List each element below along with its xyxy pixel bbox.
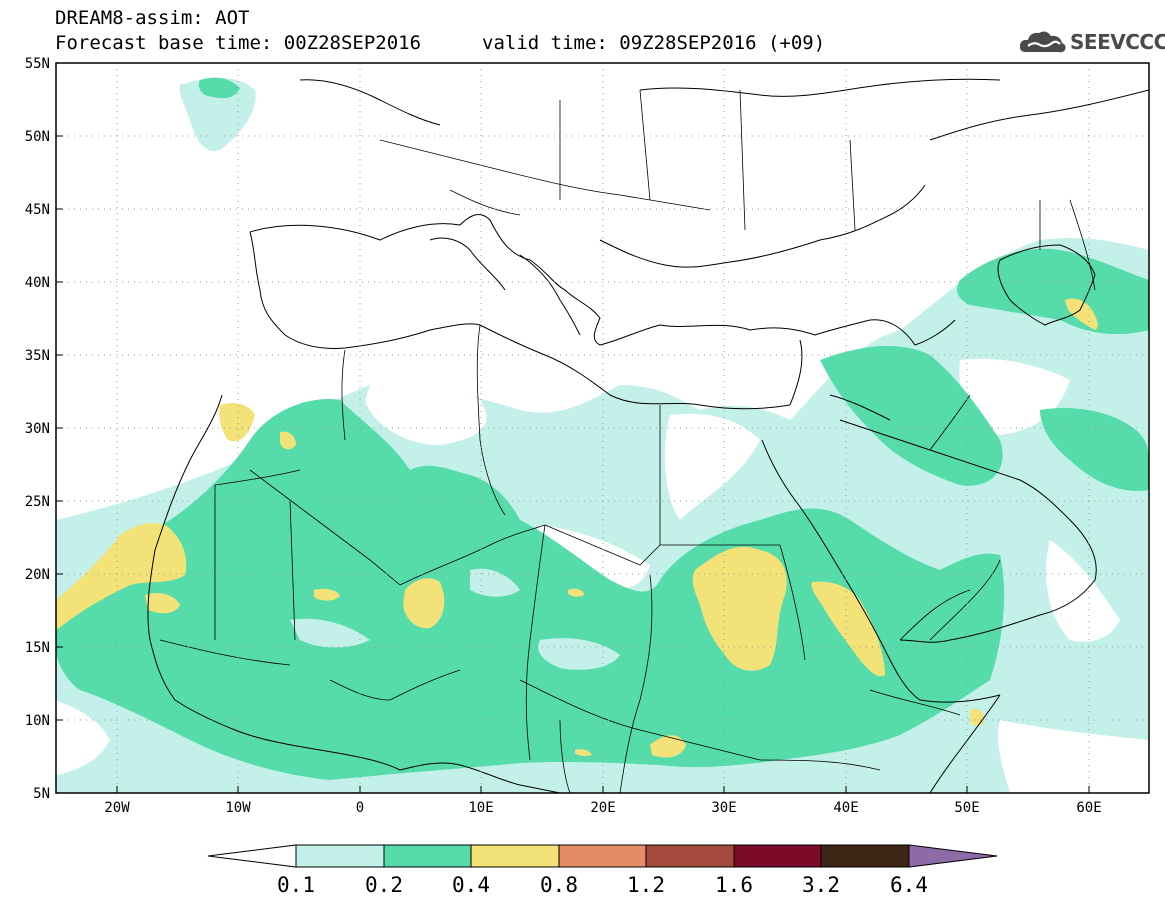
colorbar-label-1-6: 1.6 bbox=[715, 873, 753, 897]
lat-label-25n: 25N bbox=[25, 494, 50, 510]
lat-label-40n: 40N bbox=[25, 275, 50, 291]
colorbar-high-arrow bbox=[908, 844, 998, 868]
latitude-labels: 55N 50N 45N 40N 35N 30N 25N 20N 15N 10N … bbox=[25, 56, 50, 802]
lat-label-45n: 45N bbox=[25, 202, 50, 218]
valid-time: valid time: 09Z28SEP2016 (+09) bbox=[482, 32, 826, 54]
lat-label-5n: 5N bbox=[33, 786, 50, 802]
lat-label-55n: 55N bbox=[25, 56, 50, 72]
lon-label-20w: 20W bbox=[104, 800, 130, 816]
lat-label-15n: 15N bbox=[25, 640, 50, 656]
seevccc-logo: SEEVCCC bbox=[1018, 26, 1165, 56]
colorbar-label-0-2: 0.2 bbox=[365, 873, 403, 897]
colorbar-bin-2 bbox=[383, 844, 472, 868]
colorbar-label-0-1: 0.1 bbox=[277, 873, 315, 897]
aot-shading-0-4 bbox=[56, 298, 1098, 758]
forecast-base-time: Forecast base time: 00Z28SEP2016 bbox=[55, 32, 422, 54]
colorbar-label-1-2: 1.2 bbox=[627, 873, 665, 897]
colorbar-label-0-4: 0.4 bbox=[452, 873, 490, 897]
aot-clear-areas bbox=[56, 358, 1149, 793]
colorbar-label-6-4: 6.4 bbox=[890, 873, 928, 897]
colorbar-label-0-8: 0.8 bbox=[540, 873, 578, 897]
lon-label-0: 0 bbox=[356, 800, 364, 816]
lat-label-30n: 30N bbox=[25, 421, 50, 437]
aot-gap-areas bbox=[290, 568, 620, 670]
lon-label-20e: 20E bbox=[590, 800, 615, 816]
colorbar-label-3-2: 3.2 bbox=[802, 873, 840, 897]
lon-label-30e: 30E bbox=[711, 800, 736, 816]
cloud-icon bbox=[1019, 31, 1066, 53]
colorbar-bin-7 bbox=[820, 844, 910, 868]
lon-label-40e: 40E bbox=[833, 800, 858, 816]
lon-label-10e: 10E bbox=[468, 800, 493, 816]
colorbar-bin-6 bbox=[733, 844, 822, 868]
map-area bbox=[56, 63, 1149, 793]
coastlines bbox=[147, 78, 1149, 793]
lat-label-35n: 35N bbox=[25, 348, 50, 364]
colorbar-bin-4 bbox=[558, 844, 647, 868]
lat-label-20n: 20N bbox=[25, 567, 50, 583]
colorbar-low-arrow bbox=[207, 844, 297, 868]
lon-label-60e: 60E bbox=[1076, 800, 1101, 816]
graticule bbox=[56, 63, 1149, 793]
lon-label-50e: 50E bbox=[954, 800, 979, 816]
country-borders bbox=[159, 89, 1096, 793]
longitude-labels: 20W 10W 0 10E 20E 30E 40E 50E 60E bbox=[104, 800, 1101, 816]
axis-ticks bbox=[56, 62, 1090, 793]
colorbar: 0.1 0.2 0.4 0.8 1.2 1.6 3.2 6.4 bbox=[207, 844, 998, 897]
map-title: DREAM8-assim: AOT bbox=[55, 7, 250, 29]
logo-text: SEEVCCC bbox=[1070, 30, 1165, 54]
lon-label-10w: 10W bbox=[225, 800, 251, 816]
lat-label-50n: 50N bbox=[25, 129, 50, 145]
aot-shading-0-2 bbox=[56, 77, 1149, 780]
colorbar-bin-1 bbox=[295, 844, 385, 868]
colorbar-bin-3 bbox=[470, 844, 560, 868]
colorbar-bin-5 bbox=[645, 844, 735, 868]
lat-label-10n: 10N bbox=[25, 713, 50, 729]
